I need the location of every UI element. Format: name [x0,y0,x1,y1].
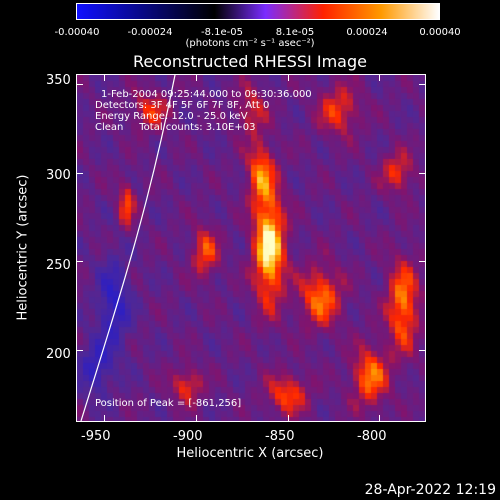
y-tick-label: 300 [46,168,71,183]
y-tick-mark [77,83,83,85]
y-tick-label: 200 [46,347,71,362]
info-time: 1-Feb-2004 09:25:44.000 to 09:30:36.000 [101,89,312,100]
colorbar-tick-label: -0.00024 [127,27,173,38]
x-tick-label: -900 [173,429,203,444]
x-axis-label: Heliocentric X (arcsec) [176,446,324,461]
x-tick-mark [104,75,106,81]
y-tick-label: 250 [46,258,71,273]
colorbar [76,3,440,20]
x-tick-mark [287,75,289,81]
colorbar-tick-label: 8.1e-05 [275,27,315,38]
y-tick-mark [419,261,425,263]
x-tick-mark [196,75,198,81]
y-tick-mark [77,350,83,352]
y-tick-mark [419,350,425,352]
y-tick-label: 350 [46,73,71,88]
x-tick-mark [104,415,106,421]
heatmap-image [77,75,425,421]
x-tick-mark [196,415,198,421]
x-tick-label: -800 [357,429,387,444]
x-tick-mark [379,415,381,421]
colorbar-tick-label: -8.1e-05 [201,27,243,38]
y-tick-mark [419,172,425,174]
info-energy: Energy Range: 12.0 - 25.0 keV [95,111,248,122]
colorbar-tick-label: -0.00040 [54,27,100,38]
y-tick-mark [419,83,425,85]
x-tick-label: -850 [265,429,295,444]
colorbar-unit-label: (photons cm⁻² s⁻¹ asec⁻²) [185,38,315,49]
info-clean: Clean Total counts: 3.10E+03 [95,122,256,133]
plot-timestamp: 28-Apr-2022 12:19 [364,482,496,498]
plot-area: 1-Feb-2004 09:25:44.000 to 09:30:36.000 … [76,74,426,422]
info-peak: Position of Peak = [-861,256] [95,398,242,409]
y-tick-mark [77,172,83,174]
colorbar-tick-label: 0.00040 [419,27,461,38]
info-detectors: Detectors: 3F 4F 5F 6F 7F 8F, Att 0 [95,100,270,111]
x-tick-mark [287,415,289,421]
chart-title: Reconstructed RHESSI Image [133,52,367,71]
x-tick-mark [379,75,381,81]
solar-limb-line [80,75,176,421]
x-tick-label: -950 [81,429,111,444]
colorbar-tick-label: 0.00024 [346,27,388,38]
y-tick-mark [77,261,83,263]
y-axis-label: Heliocentric Y (arcsec) [15,174,31,321]
